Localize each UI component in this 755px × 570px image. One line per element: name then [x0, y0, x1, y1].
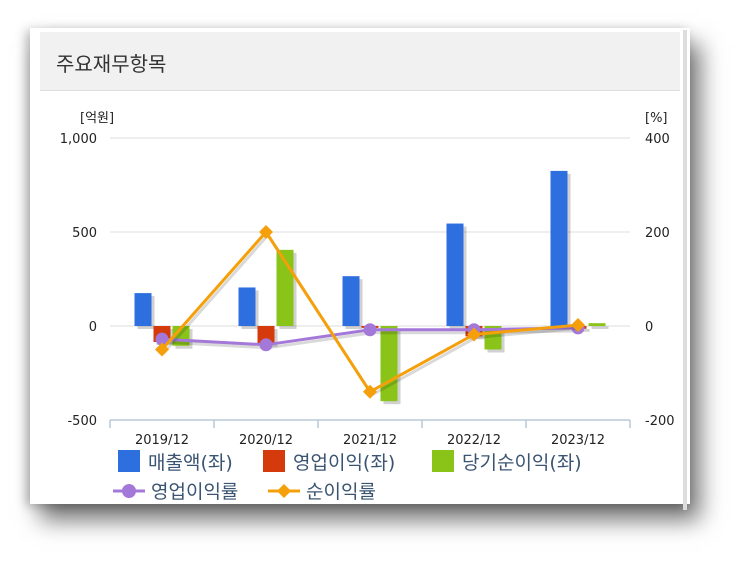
panel-header: 주요재무항목 — [40, 32, 680, 91]
axes: 1,000 500 0 -500 400 200 0 -200 [억원] [%] 2019/12 20… — [60, 111, 675, 448]
legend-swatch — [432, 450, 454, 472]
bar — [446, 223, 464, 326]
line-shadow — [162, 232, 581, 397]
left-axis-unit: [억원] — [80, 111, 114, 126]
legend-marker — [122, 484, 136, 498]
legend: 매출액(좌) 영업이익(좌) 당기순이익(좌) 영업이익률 순이익률 — [113, 450, 582, 503]
right-tick-label: 400 — [645, 132, 670, 147]
right-tick-label: 200 — [645, 226, 670, 241]
left-tick-label: -500 — [67, 414, 97, 429]
series-line — [160, 229, 579, 394]
line-point — [259, 338, 273, 352]
legend-marker — [277, 484, 291, 498]
legend-label: 당기순이익(좌) — [462, 452, 582, 474]
left-tick-label: 1,000 — [60, 132, 97, 147]
category-label: 2019/12 — [135, 433, 189, 448]
line-point — [363, 323, 377, 337]
bar — [238, 287, 256, 326]
bar — [550, 170, 568, 326]
line-point — [155, 332, 169, 346]
legend-label: 영업이익률 — [151, 481, 238, 503]
line-point — [571, 318, 585, 333]
bar — [342, 276, 360, 326]
line-point — [467, 327, 481, 342]
legend-swatch — [118, 450, 140, 472]
line-point — [259, 225, 273, 239]
line-point — [363, 384, 377, 399]
category-label: 2021/12 — [343, 433, 397, 448]
bar — [257, 326, 275, 344]
line-point — [155, 342, 169, 357]
right-axis-unit: [%] — [645, 111, 668, 126]
legend-swatch — [263, 450, 285, 472]
left-tick-label: 0 — [89, 320, 97, 335]
financial-panel: 주요재무항목 — [30, 28, 690, 504]
right-tick-label: -200 — [645, 414, 675, 429]
line-marks — [155, 225, 585, 399]
category-label: 2020/12 — [239, 433, 293, 448]
panel-title: 주요재무항목 — [56, 52, 167, 76]
bar-marks — [134, 170, 609, 405]
bar — [588, 323, 606, 326]
right-tick-label: 0 — [645, 320, 653, 335]
category-label: 2023/12 — [551, 433, 605, 448]
left-tick-label: 500 — [72, 226, 97, 241]
bar-shadow — [591, 326, 609, 329]
bar — [134, 293, 152, 326]
legend-label: 매출액(좌) — [148, 452, 233, 474]
adjacent-panel-edge — [683, 30, 687, 510]
legend-label: 영업이익(좌) — [293, 452, 395, 474]
category-label: 2022/12 — [447, 433, 501, 448]
legend-label: 순이익률 — [306, 481, 376, 503]
